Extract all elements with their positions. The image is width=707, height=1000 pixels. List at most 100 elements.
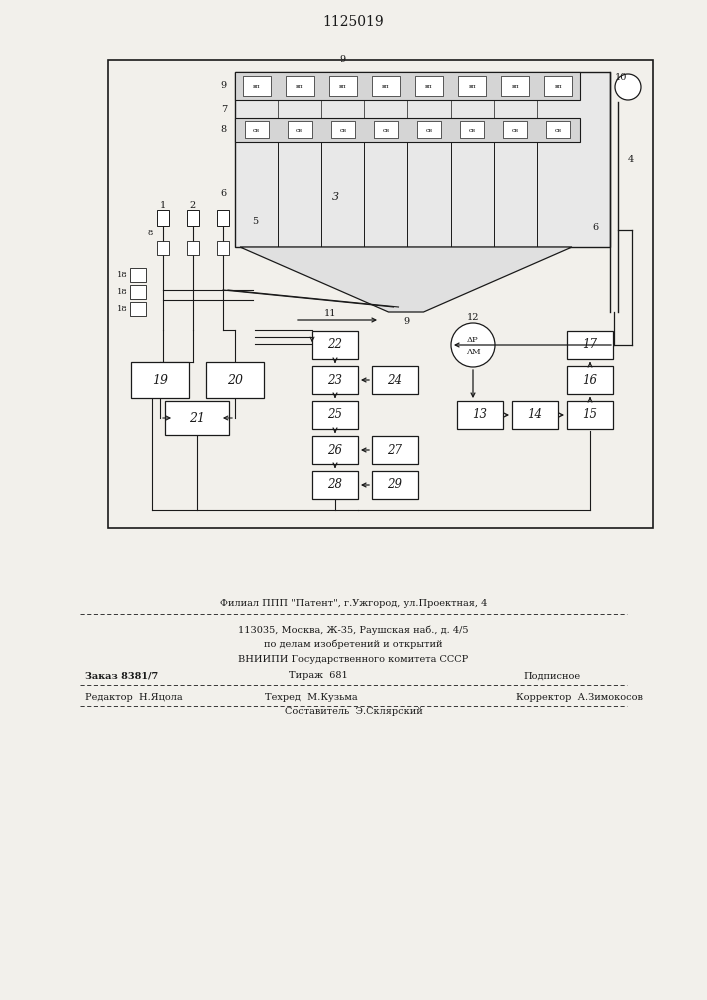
Bar: [417, 121, 441, 138]
Text: 22: 22: [327, 338, 342, 352]
Text: 19: 19: [152, 373, 168, 386]
Bar: [235, 118, 580, 142]
Bar: [312, 331, 358, 359]
Bar: [501, 76, 530, 96]
Text: св: св: [469, 127, 476, 132]
Text: ΛМ: ΛМ: [466, 348, 480, 356]
Text: 23: 23: [327, 373, 342, 386]
Bar: [312, 436, 358, 464]
Text: 4: 4: [628, 154, 634, 163]
Bar: [245, 121, 269, 138]
Text: Составитель  Э.Склярский: Составитель Э.Склярский: [285, 708, 422, 716]
Text: 8: 8: [221, 125, 227, 134]
Bar: [331, 121, 355, 138]
Bar: [312, 366, 358, 394]
Text: вп: вп: [468, 84, 476, 89]
Text: 27: 27: [387, 444, 402, 456]
Text: 15: 15: [583, 408, 597, 422]
Text: вп: вп: [554, 84, 562, 89]
Bar: [187, 241, 199, 255]
Text: 18: 18: [117, 305, 128, 313]
Bar: [372, 76, 400, 96]
Bar: [457, 401, 503, 429]
Bar: [329, 76, 357, 96]
Bar: [567, 401, 613, 429]
Text: Филиал ППП "Патент", г.Ужгород, ул.Проектная, 4: Филиал ППП "Патент", г.Ужгород, ул.Проек…: [220, 599, 487, 608]
Bar: [512, 401, 558, 429]
Text: Редактор  Н.Яцола: Редактор Н.Яцола: [85, 694, 182, 702]
Bar: [567, 366, 613, 394]
Bar: [165, 401, 229, 435]
Text: 24: 24: [387, 373, 402, 386]
Bar: [187, 210, 199, 226]
Text: 5: 5: [252, 218, 258, 227]
Text: 28: 28: [327, 479, 342, 491]
Text: св: св: [339, 127, 346, 132]
Text: 9: 9: [221, 82, 227, 91]
Text: Подписное: Подписное: [523, 672, 580, 680]
Bar: [235, 72, 610, 247]
Text: 1125019: 1125019: [322, 15, 384, 29]
Bar: [206, 362, 264, 398]
Text: 13: 13: [472, 408, 488, 422]
Text: 7: 7: [221, 104, 227, 113]
Text: 9: 9: [339, 55, 345, 64]
Bar: [108, 60, 653, 528]
Text: 6: 6: [592, 223, 598, 232]
Text: 2: 2: [190, 202, 196, 211]
Text: Техред  М.Кузьма: Техред М.Кузьма: [264, 694, 358, 702]
Text: 6: 6: [221, 190, 227, 198]
Bar: [243, 76, 271, 96]
Bar: [372, 471, 418, 499]
Text: вп: вп: [425, 84, 433, 89]
Circle shape: [451, 323, 495, 367]
Bar: [235, 72, 580, 100]
Bar: [157, 241, 169, 255]
Bar: [458, 76, 486, 96]
Text: 25: 25: [327, 408, 342, 422]
Text: ΔP: ΔP: [467, 336, 479, 344]
Bar: [312, 401, 358, 429]
Bar: [288, 121, 312, 138]
Text: св: св: [512, 127, 519, 132]
Text: вп: вп: [382, 84, 390, 89]
Bar: [130, 268, 146, 282]
Text: 26: 26: [327, 444, 342, 456]
Text: вп: вп: [339, 84, 346, 89]
Text: св: св: [253, 127, 260, 132]
Text: по делам изобретений и открытий: по делам изобретений и открытий: [264, 639, 443, 649]
Text: св: св: [555, 127, 562, 132]
Text: 17: 17: [583, 338, 597, 352]
Text: 12: 12: [467, 314, 479, 322]
Text: ВНИИПИ Государственного комитета СССР: ВНИИПИ Государственного комитета СССР: [238, 654, 469, 664]
Text: св: св: [426, 127, 433, 132]
Text: 113035, Москва, Ж-35, Раушская наб., д. 4/5: 113035, Москва, Ж-35, Раушская наб., д. …: [238, 625, 469, 635]
Bar: [130, 302, 146, 316]
Text: 3: 3: [332, 192, 339, 202]
Text: 18: 18: [117, 271, 128, 279]
Bar: [460, 121, 484, 138]
Bar: [374, 121, 398, 138]
Bar: [217, 210, 229, 226]
Bar: [503, 121, 527, 138]
Text: 11: 11: [324, 308, 337, 318]
Text: 8: 8: [147, 229, 153, 237]
Text: 1: 1: [160, 202, 166, 211]
Bar: [131, 362, 189, 398]
Text: вп: вп: [511, 84, 519, 89]
Text: св: св: [382, 127, 390, 132]
Text: Заказ 8381/7: Заказ 8381/7: [85, 672, 158, 680]
Bar: [415, 76, 443, 96]
Circle shape: [615, 74, 641, 100]
Bar: [217, 241, 229, 255]
Text: вп: вп: [252, 84, 260, 89]
Bar: [567, 331, 613, 359]
Text: 20: 20: [227, 373, 243, 386]
Text: 21: 21: [189, 412, 205, 424]
Bar: [544, 76, 573, 96]
Text: Корректор  А.Зимокосов: Корректор А.Зимокосов: [516, 694, 643, 702]
Bar: [157, 210, 169, 226]
Bar: [372, 436, 418, 464]
Text: св: св: [296, 127, 303, 132]
Text: 18: 18: [117, 288, 128, 296]
